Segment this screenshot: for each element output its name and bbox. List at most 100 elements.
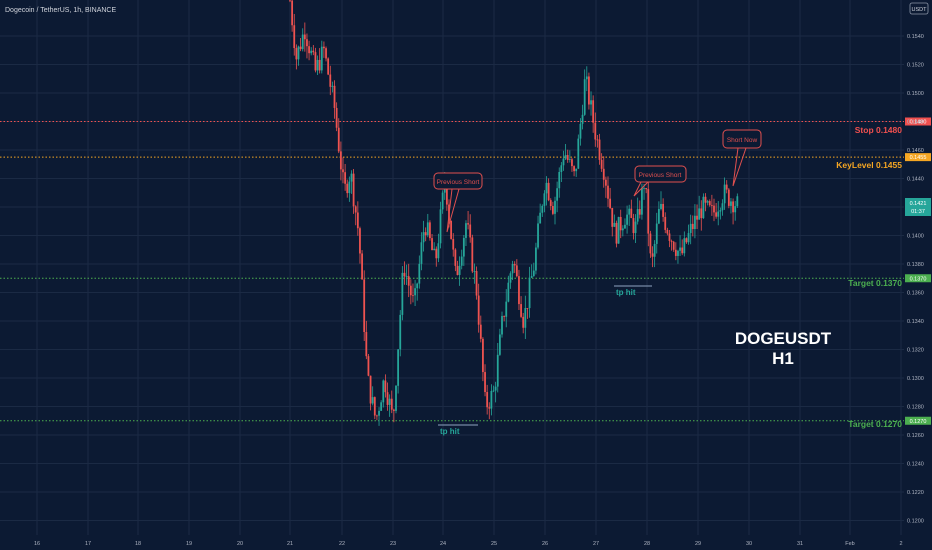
time-tick-label: 19 xyxy=(186,541,192,547)
previous-short-label-1: Previous Short xyxy=(437,179,480,186)
candle xyxy=(333,80,336,119)
candle xyxy=(337,118,340,154)
candle xyxy=(662,198,665,222)
price-tick-label: 0.1300 xyxy=(907,376,924,382)
candle xyxy=(416,282,419,301)
time-tick-label: 21 xyxy=(287,541,293,547)
candles xyxy=(289,0,739,426)
candle xyxy=(477,283,480,333)
candle xyxy=(719,207,722,220)
price-tick-label: 0.1460 xyxy=(907,148,924,154)
time-tick-label: 24 xyxy=(440,541,446,547)
candle xyxy=(344,163,347,191)
previous-short-label-2: Previous Short xyxy=(639,172,682,179)
candle xyxy=(365,320,368,360)
candle xyxy=(568,150,571,163)
candle xyxy=(581,104,584,130)
candle xyxy=(426,213,429,238)
candle xyxy=(299,37,302,52)
candle xyxy=(672,240,675,252)
candle xyxy=(376,414,378,421)
candle xyxy=(577,134,580,170)
candle xyxy=(734,200,737,221)
candle xyxy=(401,266,404,321)
candle xyxy=(545,176,548,206)
candle xyxy=(363,270,366,341)
time-tick-label: 26 xyxy=(542,541,548,547)
candle xyxy=(369,375,372,411)
candle xyxy=(541,204,544,217)
candle xyxy=(668,229,671,248)
candle xyxy=(291,0,294,32)
candle xyxy=(683,231,686,257)
candle xyxy=(386,382,389,411)
candle xyxy=(621,225,624,237)
candle xyxy=(585,66,588,92)
candle xyxy=(505,289,508,328)
candle xyxy=(664,212,667,234)
candle xyxy=(318,48,321,74)
candle xyxy=(373,396,376,420)
candle xyxy=(361,250,363,280)
candle xyxy=(323,41,325,58)
candle xyxy=(367,354,370,377)
time-tick-label: 27 xyxy=(593,541,599,547)
candle xyxy=(526,307,529,319)
candle xyxy=(431,234,433,251)
candle xyxy=(469,214,472,243)
candle xyxy=(329,65,332,96)
candle xyxy=(566,149,569,163)
candle xyxy=(706,199,709,206)
candle xyxy=(295,44,298,70)
currency-badge[interactable]: USDT xyxy=(909,2,929,15)
candle xyxy=(412,283,414,303)
price-axis[interactable]: 0.1540 0.1520 0.1500 0.1480 0.1460 0.1440 0.14… xyxy=(907,34,924,525)
candle xyxy=(551,201,554,216)
candle xyxy=(670,239,673,251)
candle xyxy=(713,198,715,222)
candle xyxy=(515,259,518,278)
candle xyxy=(403,261,406,285)
level-label-stop: Stop 0.1480 xyxy=(855,125,903,135)
candle xyxy=(473,263,476,284)
candle xyxy=(454,248,457,272)
candle xyxy=(641,183,643,220)
candle xyxy=(592,95,595,133)
candle xyxy=(660,191,662,211)
candle xyxy=(619,209,622,239)
candle xyxy=(518,269,520,310)
candle xyxy=(460,249,463,270)
time-tick-label: 17 xyxy=(85,541,91,547)
last-price-value: 0.1421 xyxy=(910,201,927,207)
price-tick-label: 0.1340 xyxy=(907,319,924,325)
time-axis[interactable]: 16 17 18 19 20 21 22 23 24 25 26 27 28 29 30 31 Feb 2 xyxy=(34,541,903,547)
candle xyxy=(708,199,711,207)
tp-hit-marker-1: tp hit xyxy=(438,424,478,436)
candle xyxy=(715,202,718,219)
candle xyxy=(530,264,533,279)
candle xyxy=(694,204,696,239)
candle xyxy=(437,233,440,263)
price-tick-label: 0.1360 xyxy=(907,291,924,297)
candle xyxy=(700,200,703,231)
candle xyxy=(647,178,650,247)
candle xyxy=(348,176,351,202)
candle xyxy=(543,190,546,213)
symbol-title[interactable]: Dogecoin / TetherUS, 1h, BINANCE xyxy=(5,7,116,14)
price-tick-label: 0.1540 xyxy=(907,34,924,40)
candle xyxy=(297,45,300,66)
candle xyxy=(558,167,561,198)
candle xyxy=(710,194,713,216)
candle xyxy=(339,141,342,181)
candle xyxy=(293,13,296,56)
candle xyxy=(450,220,453,240)
candle xyxy=(456,260,459,276)
candle xyxy=(600,153,603,172)
candle xyxy=(414,280,416,306)
candle xyxy=(331,81,334,93)
time-tick-label: 29 xyxy=(695,541,701,547)
short-now-label: Short Now xyxy=(727,137,758,144)
candle xyxy=(632,213,635,240)
